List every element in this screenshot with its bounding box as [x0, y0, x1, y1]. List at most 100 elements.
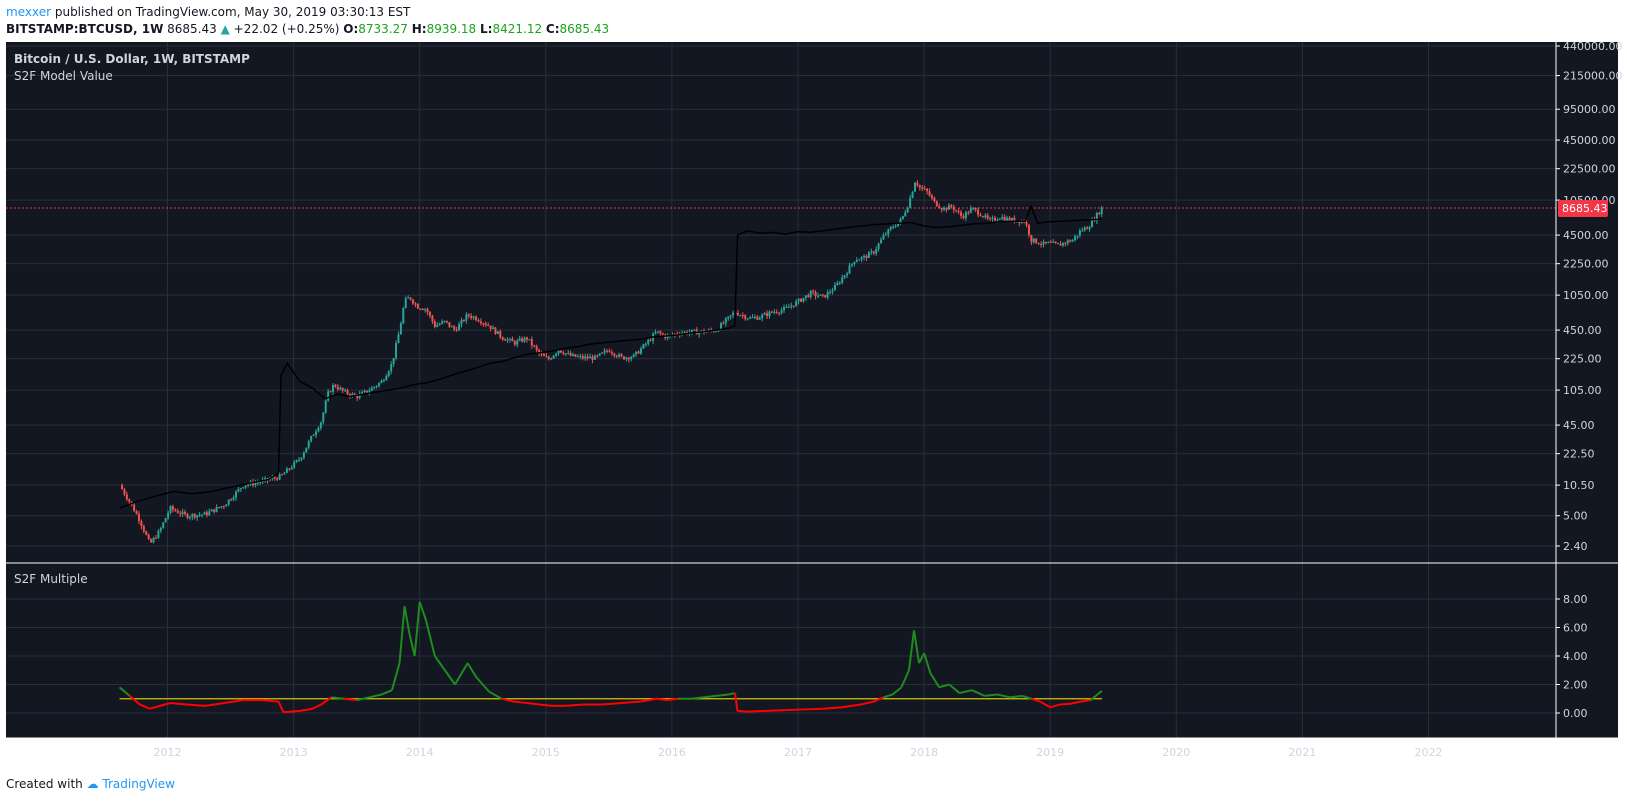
y-tick-label: 22500.00	[1563, 163, 1616, 176]
candle-body	[838, 282, 841, 284]
candle-body	[385, 375, 388, 381]
candle-body	[528, 339, 531, 341]
candle-body	[945, 207, 948, 210]
candle-body	[826, 291, 829, 298]
multiple-line-segment	[913, 630, 921, 664]
multiple-line-segment	[331, 696, 345, 700]
y-tick-label: 45000.00	[1563, 134, 1616, 147]
multiple-line-segment	[907, 630, 916, 671]
candle-body	[540, 353, 543, 355]
candle-body	[1091, 219, 1094, 228]
candle-body	[567, 352, 570, 354]
candle-body	[649, 339, 652, 341]
candle-body	[938, 206, 941, 209]
candle-body	[639, 348, 642, 354]
chart-title[interactable]: Bitcoin / U.S. Dollar, 1W, BITSTAMP	[14, 52, 250, 66]
candle-body	[479, 321, 482, 324]
candle-body	[751, 317, 754, 319]
candle-body	[254, 482, 257, 486]
candle-body	[157, 530, 160, 539]
x-tick-label: 2016	[658, 746, 686, 759]
multiple-line-segment	[277, 701, 285, 713]
candle-body	[137, 513, 140, 521]
candle-body	[661, 333, 664, 335]
author-link[interactable]: mexxer	[6, 5, 52, 19]
candle-body	[196, 515, 199, 518]
candle-body	[935, 200, 938, 207]
y-tick-label: 105.00	[1563, 384, 1602, 397]
indicator-label[interactable]: S2F Model Value	[14, 69, 113, 83]
candle-body	[273, 477, 276, 479]
candle-body	[877, 243, 880, 250]
candle-body	[732, 312, 735, 316]
candle-body	[382, 380, 385, 382]
candle-body	[780, 309, 783, 313]
publish-info: mexxer published on TradingView.com, May…	[6, 5, 410, 19]
candle-body	[186, 513, 189, 519]
multiple-line-segment	[118, 686, 131, 697]
candle-body	[205, 512, 208, 516]
candle-body	[625, 357, 628, 360]
multiple-line-segment	[526, 702, 540, 706]
candle-body	[1008, 217, 1011, 222]
candle-body	[996, 219, 999, 221]
multiple-line-segment	[733, 692, 739, 712]
candle-body	[1006, 217, 1009, 221]
candle-body	[523, 337, 526, 342]
candle-body	[484, 323, 487, 326]
candle-body	[984, 215, 987, 218]
multiple-line-segment	[444, 669, 456, 686]
candle-body	[865, 255, 868, 259]
symbol-label: BITSTAMP:BTCUSD, 1W	[6, 22, 164, 36]
candle-body	[797, 298, 800, 302]
price-axis[interactable]: 440000.00 215000.00 95000.00 45000.00 22500.…	[1556, 40, 1623, 720]
candle-body	[581, 355, 584, 359]
candle-body	[972, 208, 975, 210]
candle-body	[574, 354, 577, 357]
current-price-badge: 8685.43	[1558, 199, 1608, 217]
candle-body	[977, 209, 980, 215]
multiple-line-segment	[891, 686, 903, 696]
candle-body	[562, 352, 565, 355]
candle-body	[911, 191, 914, 198]
candle-body	[736, 312, 739, 316]
time-axis[interactable]: 2012 2013 2014 2015 2016 2017 2018 2019 2020 2021…	[154, 746, 1443, 759]
candle-body	[365, 390, 368, 393]
multiple-line-segment	[929, 672, 941, 688]
candle-body	[208, 511, 211, 516]
candle-body	[356, 395, 359, 398]
candle-body	[812, 290, 815, 293]
multiple-line-segment	[224, 699, 244, 705]
candle-body	[756, 316, 759, 320]
candle-body	[981, 216, 984, 218]
candle-body	[943, 207, 946, 210]
multiple-pane-title[interactable]: S2F Multiple	[14, 572, 88, 586]
candle-body	[268, 478, 271, 481]
candle-body	[218, 507, 221, 509]
candle-body	[598, 353, 601, 356]
candle-body	[184, 511, 187, 514]
current-price-label: 8685.43	[1562, 202, 1608, 215]
candle-body	[421, 309, 424, 311]
multiple-line-segment	[413, 601, 421, 657]
tradingview-brand[interactable]: TradingView	[102, 777, 175, 791]
multiple-pane[interactable]	[118, 601, 1103, 714]
created-with-label: Created with	[6, 777, 83, 791]
candle-body	[809, 290, 812, 298]
candle-body	[1076, 235, 1079, 237]
candle-body	[1057, 243, 1060, 245]
candle-body	[1037, 243, 1040, 245]
candle-body	[630, 357, 633, 360]
grid	[6, 42, 1556, 738]
candle-body	[278, 474, 281, 480]
candle-body	[606, 350, 609, 352]
candle-body	[402, 307, 405, 324]
multiple-line-segment	[860, 700, 874, 706]
candle-body	[509, 338, 512, 340]
candle-body	[1049, 241, 1052, 243]
candle-body	[492, 327, 495, 329]
main-pane[interactable]	[119, 180, 1103, 544]
candle-body	[392, 357, 395, 365]
candle-body	[1042, 241, 1045, 245]
